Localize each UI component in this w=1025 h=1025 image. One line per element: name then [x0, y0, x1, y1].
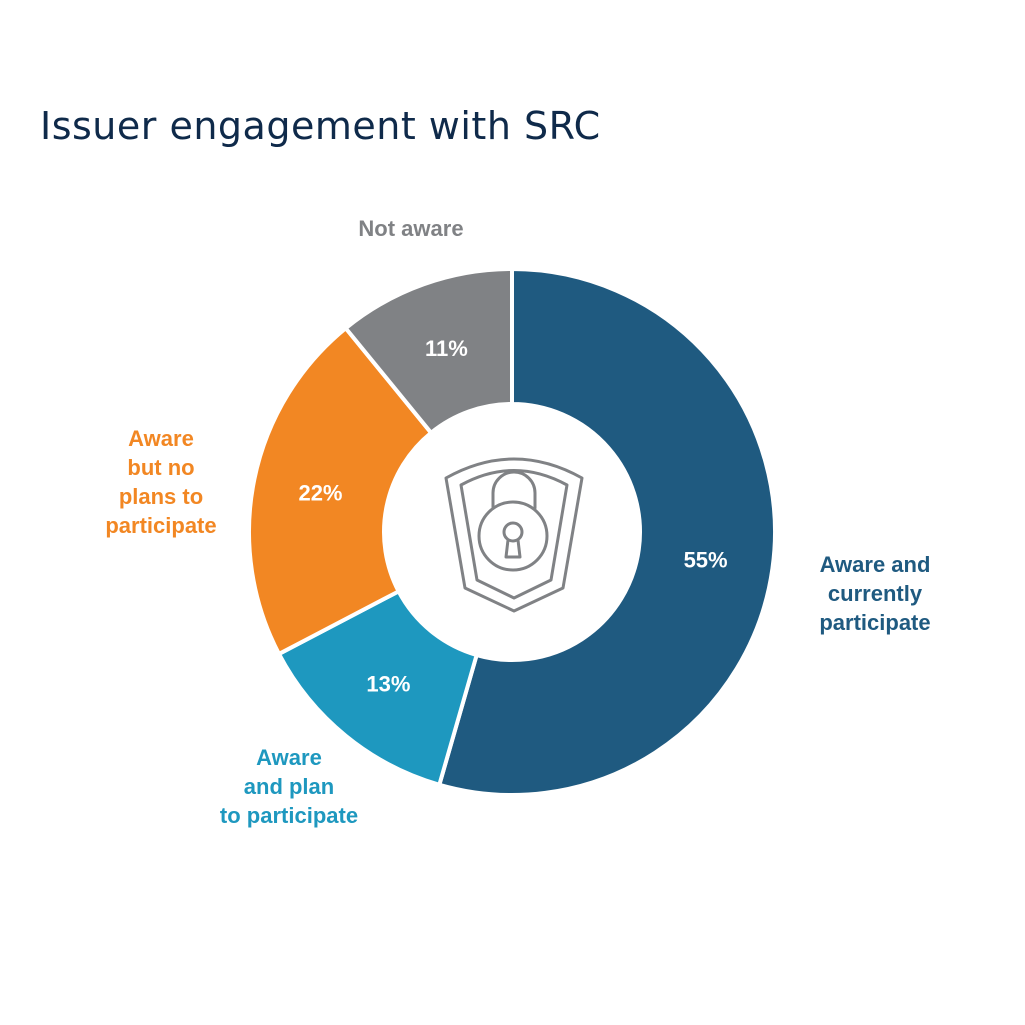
slices-group — [247, 266, 777, 797]
value-label-3: 22% — [298, 481, 342, 506]
value-labels-group: 55% 13% 22% 11% — [298, 336, 727, 697]
category-labels-group: Aware and currently participate Aware and pl… — [105, 216, 930, 828]
value-label-4: 11% — [425, 336, 468, 361]
chart-title: Issuer engagement with SRC — [40, 104, 601, 148]
slice-3 — [247, 325, 434, 657]
category-label-3: Aware but no plans to participate — [105, 426, 216, 538]
slice-1 — [436, 266, 777, 797]
slice-2 — [276, 588, 480, 788]
value-label-2: 13% — [366, 671, 410, 696]
value-label-1: 55% — [684, 547, 728, 572]
category-label-1: Aware and currently participate — [819, 552, 930, 635]
padlock-shield-icon — [444, 457, 584, 613]
category-label-2: Aware and plan to participate — [220, 745, 358, 828]
slice-4 — [342, 266, 514, 436]
category-label-4: Not aware — [358, 216, 463, 241]
